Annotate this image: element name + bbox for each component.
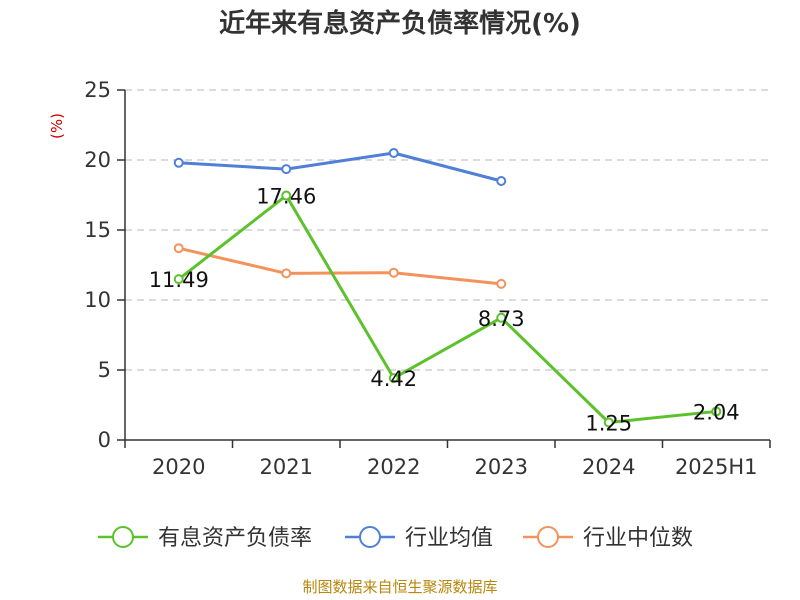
legend-marker	[359, 526, 381, 548]
data-point[interactable]	[388, 373, 399, 384]
y-tick-label: 10	[84, 288, 111, 312]
data-labels: 11.49 17.46 4.42 8.73 1.25 2.04	[149, 185, 740, 436]
data-point[interactable]	[173, 274, 184, 285]
x-tick-label: 2025H1	[675, 455, 758, 479]
data-label: 4.42	[370, 367, 417, 391]
data-label: 2.04	[693, 400, 740, 424]
series-line	[178, 151, 502, 183]
legend-item[interactable]: 有息资产负债率	[98, 526, 312, 551]
data-point[interactable]	[281, 164, 292, 175]
legend-item[interactable]: 行业均值	[345, 526, 493, 551]
data-label: 8.73	[478, 307, 525, 331]
x-tick-label: 2021	[260, 455, 313, 479]
y-unit-label: (%)	[48, 113, 66, 139]
data-point[interactable]	[173, 157, 184, 168]
y-tick-label: 20	[84, 148, 111, 172]
legend-label: 有息资产负债率	[158, 526, 312, 551]
data-label: 17.46	[256, 185, 316, 209]
data-point[interactable]	[496, 312, 507, 323]
data-point[interactable]	[603, 417, 614, 428]
x-tick-label: 2022	[367, 455, 420, 479]
y-tick-label: 0	[98, 428, 111, 452]
data-point[interactable]	[496, 278, 507, 289]
data-label: 11.49	[149, 268, 209, 292]
x-tick-label: 2020	[152, 455, 205, 479]
legend[interactable]: 有息资产负债率 行业均值 行业中位数	[98, 526, 693, 551]
y-tick-label: 25	[84, 78, 111, 102]
y-tick-label: 5	[98, 358, 111, 382]
source-note: 制图数据来自恒生聚源数据库	[302, 578, 497, 596]
grid	[125, 89, 770, 371]
data-label: 1.25	[585, 412, 632, 436]
x-tick-label: 2024	[582, 455, 635, 479]
data-point[interactable]	[281, 268, 292, 279]
series	[173, 148, 722, 428]
legend-marker	[112, 526, 134, 548]
y-tick-label: 15	[84, 218, 111, 242]
data-point[interactable]	[281, 190, 292, 201]
legend-item[interactable]: 行业中位数	[523, 526, 693, 551]
data-point[interactable]	[173, 243, 184, 254]
legend-label: 行业均值	[405, 526, 493, 551]
x-tick-label: 2023	[475, 455, 528, 479]
legend-marker	[537, 526, 559, 548]
data-point[interactable]	[388, 267, 399, 278]
legend-label: 行业中位数	[583, 526, 693, 551]
data-point[interactable]	[711, 406, 722, 417]
data-point[interactable]	[496, 176, 507, 186]
chart-title: 近年来有息资产负债率情况(%)	[219, 8, 581, 39]
data-point[interactable]	[388, 148, 399, 158]
axes: 0 5 10 15 20 25 2020 2021 2022 2023 2024 2025H1	[84, 78, 771, 479]
series-line	[177, 194, 717, 424]
series-line	[178, 246, 502, 286]
